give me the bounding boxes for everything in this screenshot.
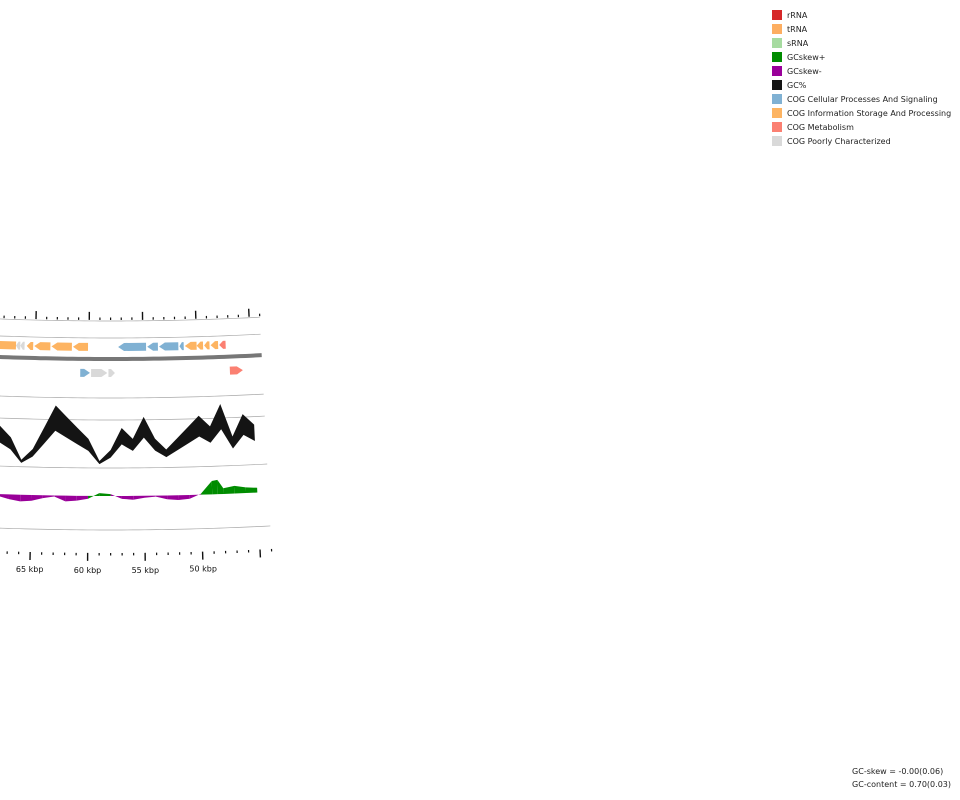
gc-skew-track (0, 479, 258, 502)
tick-label: 55 kbp (132, 566, 160, 575)
gc-skew-negative-segment (155, 495, 168, 500)
legend-swatch (772, 10, 782, 20)
track-guide-line (0, 316, 260, 322)
track-guide-line (0, 415, 265, 421)
tick-label: 65 kbp (16, 565, 44, 574)
gc-content-stat: GC-content = 0.70(0.03) (852, 780, 951, 789)
track-guide-line (0, 333, 261, 339)
forward-gene-arrow (184, 341, 197, 350)
gc-skew-positive-segment (223, 485, 235, 494)
gc-skew-positive-segment (211, 479, 218, 495)
legend-item-trna: tRNA (772, 22, 951, 36)
legend-label: rRNA (787, 10, 808, 20)
gc-skew-positive-segment (200, 481, 213, 495)
gc-skew-negative-segment (20, 494, 32, 502)
legend-swatch (772, 66, 782, 76)
legend-swatch (772, 52, 782, 62)
forward-gene-arrow (26, 341, 34, 351)
feature-track (0, 340, 243, 377)
track-guide-line (0, 525, 271, 531)
gc-content-band (0, 404, 255, 465)
gc-skew-negative-segment (65, 495, 77, 502)
legend-label: COG Metabolism (787, 122, 854, 132)
forward-gene-arrow (118, 342, 147, 351)
legend-label: GCskew+ (787, 52, 826, 62)
sequence-stats: GC-skew = -0.00(0.06) GC-content = 0.70(… (852, 765, 951, 791)
legend-label: COG Poorly Characterized (787, 136, 891, 146)
legend-label: COG Information Storage And Processing (787, 108, 952, 118)
gc-skew-negative-segment (8, 494, 21, 502)
legend-item-gc-percent: GC% (772, 78, 951, 92)
track-guides (0, 316, 271, 531)
forward-gene-arrow (51, 342, 72, 351)
forward-gene-arrow (147, 342, 158, 351)
gc-skew-positive-segment (217, 479, 224, 495)
legend-label: tRNA (787, 24, 808, 34)
gc-skew-positive-segment (88, 493, 100, 499)
track-guide-line (0, 393, 264, 399)
reverse-gene-arrow (108, 369, 115, 377)
forward-gene-arrow (158, 342, 179, 351)
forward-gene-arrow (219, 340, 226, 349)
forward-gene-arrow (72, 342, 89, 351)
forward-gene-arrow (34, 342, 51, 351)
reverse-gene-arrow (80, 368, 90, 377)
tick-label: 50 kbp (189, 565, 217, 574)
gc-skew-positive-segment (234, 485, 247, 494)
legend-label: sRNA (787, 38, 809, 48)
gc-skew-negative-segment (189, 493, 201, 499)
gc-skew-negative-segment (76, 495, 89, 501)
legend-label: COG Cellular Processes And Signaling (787, 94, 938, 104)
legend-swatch (772, 108, 782, 118)
legend-label: GC% (787, 80, 807, 90)
legend-item-rrna: rRNA (772, 8, 951, 22)
legend-item-cog-poorly: COG Poorly Characterized (772, 134, 951, 148)
legend-item-cog-information: COG Information Storage And Processing (772, 106, 951, 120)
legend-swatch (772, 136, 782, 146)
legend-swatch (772, 38, 782, 48)
tick-label: 60 kbp (74, 566, 102, 575)
reverse-gene-arrow (91, 368, 108, 377)
forward-gene-arrow (20, 341, 25, 350)
forward-gene-arrow (204, 341, 210, 350)
gc-skew-negative-segment (31, 495, 43, 501)
gc-skew-negative-segment (54, 495, 66, 502)
gc-skew-positive-segment (99, 493, 111, 496)
legend-item-srna: sRNA (772, 36, 951, 50)
genome-backbone (0, 353, 262, 361)
backbone-line (0, 353, 262, 361)
legend: rRNA tRNA sRNA GCskew+ GCskew- GC% COG C… (772, 8, 951, 148)
forward-gene-arrow (15, 341, 21, 350)
legend-swatch (772, 94, 782, 104)
forward-gene-arrow (0, 340, 17, 350)
legend-swatch (772, 80, 782, 90)
legend-item-gcskew-plus: GCskew+ (772, 50, 951, 64)
gc-skew-negative-segment (42, 495, 55, 499)
track-guide-line (0, 463, 268, 469)
gc-skew-negative-segment (133, 495, 145, 500)
reverse-gene-arrow (229, 366, 243, 375)
gc-skew-negative-segment (121, 495, 134, 500)
gc-skew-negative-segment (110, 494, 122, 499)
gc-skew-negative-segment (0, 494, 10, 500)
gc-content-track (0, 404, 255, 465)
legend-item-cog-metabolism: COG Metabolism (772, 120, 951, 134)
gc-skew-stat: GC-skew = -0.00(0.06) (852, 767, 944, 776)
gc-skew-negative-segment (144, 495, 156, 498)
legend-item-gcskew-minus: GCskew- (772, 64, 951, 78)
forward-gene-arrow (210, 341, 219, 350)
gc-skew-positive-segment (245, 487, 258, 494)
gc-skew-negative-segment (178, 494, 190, 500)
gc-skew-negative-segment (167, 495, 179, 500)
forward-gene-arrow (179, 342, 184, 351)
legend-item-cog-cellular: COG Cellular Processes And Signaling (772, 92, 951, 106)
legend-swatch (772, 24, 782, 34)
forward-gene-arrow (196, 341, 204, 350)
legend-swatch (772, 122, 782, 132)
legend-label: GCskew- (787, 66, 822, 76)
